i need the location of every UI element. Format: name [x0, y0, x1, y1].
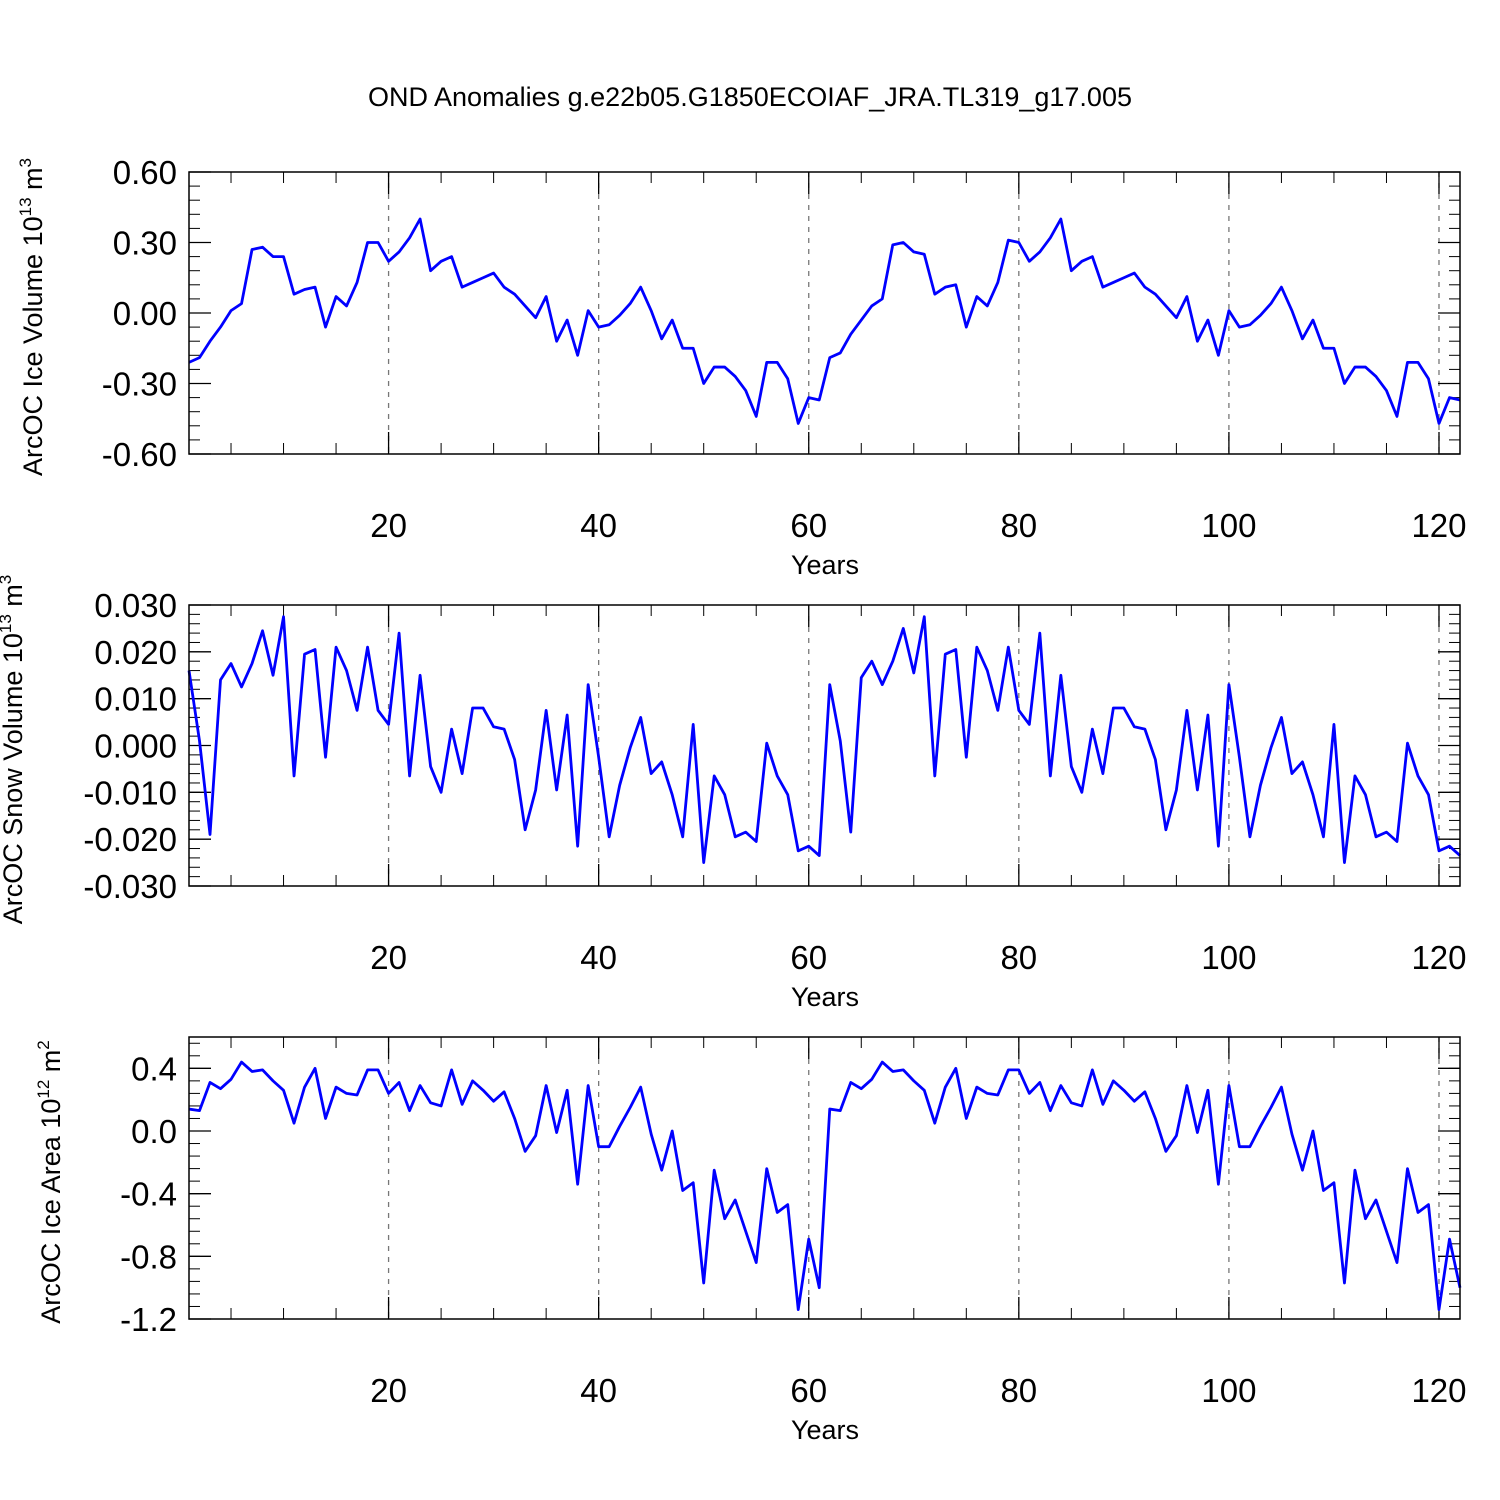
- series-line-1: [188, 217, 1461, 425]
- y-tick-label: -0.020: [83, 821, 177, 858]
- y-axis-title-part: 13: [16, 197, 35, 216]
- y-axis-title-part: m: [36, 1050, 66, 1080]
- x-tick-label: 120: [1411, 1372, 1466, 1409]
- y-tick-label: -0.60: [102, 436, 177, 473]
- x-tick-label: 100: [1201, 939, 1256, 976]
- x-axis-title: Years: [791, 550, 859, 580]
- x-tick-label: 80: [1000, 939, 1037, 976]
- x-tick-label: 20: [370, 507, 407, 544]
- figure-title: OND Anomalies g.e22b05.G1850ECOIAF_JRA.T…: [368, 82, 1132, 112]
- y-axis-title-part: ArcOC Ice Volume 10: [18, 216, 48, 476]
- y-axis-title-part: 2: [34, 1040, 53, 1049]
- x-tick-label: 20: [370, 939, 407, 976]
- y-tick-label: -0.4: [120, 1176, 177, 1213]
- x-tick-label: 80: [1000, 1372, 1037, 1409]
- plot-frame: [188, 171, 1461, 455]
- plot-frame: [188, 1036, 1461, 1320]
- y-tick-label: 0.30: [113, 225, 177, 262]
- x-tick-label: 120: [1411, 939, 1466, 976]
- y-tick-label: 0.60: [113, 154, 177, 191]
- y-tick-label: 0.4: [131, 1050, 177, 1087]
- x-tick-label: 20: [370, 1372, 407, 1409]
- y-tick-label: 0.020: [94, 634, 177, 671]
- y-axis-title-part: m: [18, 167, 48, 197]
- y-axis-title-part: ArcOC Snow Volume 10: [0, 633, 28, 924]
- x-axis-title: Years: [791, 1415, 859, 1445]
- y-axis-title: ArcOC Snow Volume 1013 m3: [0, 575, 28, 925]
- panels: -0.60 -0.30 0.00 0.30 0.60 20 40 60 80 100 120 Year…: [0, 154, 1467, 1445]
- x-tick-label: 40: [580, 507, 617, 544]
- y-tick-label: 0.00: [113, 295, 177, 332]
- y-axis-title: ArcOC Ice Volume 1013 m3: [16, 158, 48, 476]
- y-tick-label: -0.030: [83, 868, 177, 905]
- x-tick-label: 60: [790, 507, 827, 544]
- x-axis-title: Years: [791, 982, 859, 1012]
- x-tick-label: 40: [580, 1372, 617, 1409]
- y-tick-label: -0.010: [83, 774, 177, 811]
- y-axis-title-part: 13: [0, 614, 15, 633]
- x-tick-label: 120: [1411, 507, 1466, 544]
- x-tick-label: 100: [1201, 507, 1256, 544]
- plot-frame: [188, 604, 1461, 887]
- y-axis-title: ArcOC Ice Area 1012 m2: [34, 1040, 66, 1324]
- y-tick-label: 0.000: [94, 728, 177, 765]
- x-tick-label: 80: [1000, 507, 1037, 544]
- y-tick-label: 0.030: [94, 587, 177, 624]
- x-tick-label: 40: [580, 939, 617, 976]
- y-tick-label: -0.30: [102, 366, 177, 403]
- y-axis-title-part: 3: [0, 575, 15, 584]
- series-line-3: [188, 1060, 1462, 1311]
- y-tick-label: -0.8: [120, 1238, 177, 1275]
- y-tick-label: 0.010: [94, 681, 177, 718]
- x-tick-label: 60: [790, 939, 827, 976]
- y-tick-label: 0.0: [131, 1113, 177, 1150]
- x-tick-label: 100: [1201, 1372, 1256, 1409]
- series-line-2: [187, 615, 1461, 864]
- y-axis-title-part: m: [0, 584, 28, 614]
- x-tick-label: 60: [790, 1372, 827, 1409]
- chart-panel-2: -0.030 -0.020 -0.010 0.000 0.010 0.020 0.030 20…: [0, 575, 1467, 1012]
- y-axis-title-part: 12: [34, 1080, 53, 1099]
- y-axis-title-part: 3: [16, 158, 35, 167]
- y-axis-title-part: ArcOC Ice Area 10: [36, 1099, 66, 1324]
- chart-panel-3: -1.2 -0.8 -0.4 0.0 0.4 20 40 60 80 100 120 Years Arc…: [34, 1036, 1467, 1445]
- y-tick-label: -1.2: [120, 1301, 177, 1338]
- chart-panel-1: -0.60 -0.30 0.00 0.30 0.60 20 40 60 80 100 120 Year…: [16, 154, 1467, 580]
